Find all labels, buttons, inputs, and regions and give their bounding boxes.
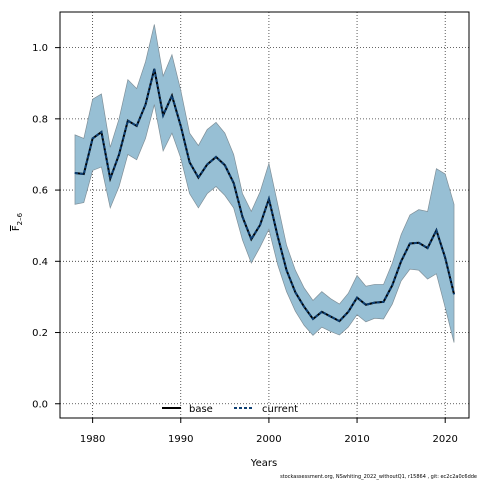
y-axis: 0.0 0.2 0.4 0.6 0.8 1.0 (32, 43, 60, 410)
data-point (100, 131, 103, 133)
data-point (400, 260, 402, 262)
data-point (268, 198, 270, 200)
x-tick-label: 2010 (344, 434, 369, 445)
legend-current-label: current (262, 404, 298, 415)
data-point (127, 120, 129, 122)
x-tick-label: 2020 (432, 434, 457, 445)
data-point (233, 182, 235, 184)
data-point (188, 161, 191, 163)
data-point (224, 164, 226, 166)
data-point (303, 306, 305, 308)
data-point (118, 153, 120, 156)
svg-text:F2–6: F2–6 (11, 212, 24, 231)
footer-note: stockassessment.org, NSwhiting_2022_with… (280, 474, 477, 480)
data-point (144, 103, 147, 106)
data-point (391, 284, 393, 286)
plot-frame (59, 11, 470, 419)
data-point (83, 173, 85, 175)
x-tick-label: 1980 (80, 434, 105, 445)
y-axis-title: F2–6 (11, 212, 24, 231)
y-axis-title-subscript: 2–6 (16, 212, 24, 225)
data-point (250, 238, 252, 240)
y-tick-label: 0.4 (32, 257, 48, 268)
data-point (153, 68, 155, 70)
data-point (382, 301, 385, 303)
y-tick-label: 0.8 (32, 114, 48, 125)
data-point (92, 137, 94, 140)
data-point (435, 229, 437, 231)
data-point (365, 304, 367, 306)
data-point (347, 311, 349, 313)
x-axis-title: Years (250, 458, 277, 469)
y-tick-label: 1.0 (32, 43, 48, 54)
data-point (277, 235, 279, 237)
data-point (338, 320, 341, 322)
confidence-band (74, 24, 455, 343)
data-point (180, 125, 182, 127)
data-point (418, 242, 420, 244)
y-axis-title-main: F (11, 225, 22, 231)
data-point (74, 172, 76, 174)
data-point (215, 156, 217, 158)
data-point (241, 216, 244, 218)
data-point (109, 178, 111, 180)
series-line-current (74, 68, 455, 323)
x-axis: 1980 1990 2000 2010 2020 (80, 418, 458, 445)
data-point (374, 302, 376, 304)
data-point (453, 293, 455, 295)
data-point (136, 125, 138, 127)
data-point (197, 177, 199, 179)
x-tick-label: 1990 (168, 434, 193, 445)
x-tick-label: 2000 (256, 434, 281, 445)
data-point (285, 269, 288, 271)
legend-base-label: base (189, 404, 213, 415)
data-point (426, 247, 429, 249)
data-point (444, 257, 446, 259)
data-point (330, 315, 332, 318)
data-point (171, 95, 173, 97)
data-point (259, 224, 261, 226)
data-point (162, 114, 164, 116)
data-point (321, 311, 323, 313)
data-point (356, 297, 358, 299)
y-tick-label: 0.0 (32, 399, 48, 410)
data-points (74, 68, 455, 322)
data-point (294, 291, 296, 293)
data-point (312, 318, 314, 320)
legend: base current (162, 404, 298, 415)
y-tick-label: 0.6 (32, 186, 48, 197)
data-point (206, 163, 208, 166)
data-point (409, 242, 411, 245)
y-tick-label: 0.2 (32, 328, 48, 339)
